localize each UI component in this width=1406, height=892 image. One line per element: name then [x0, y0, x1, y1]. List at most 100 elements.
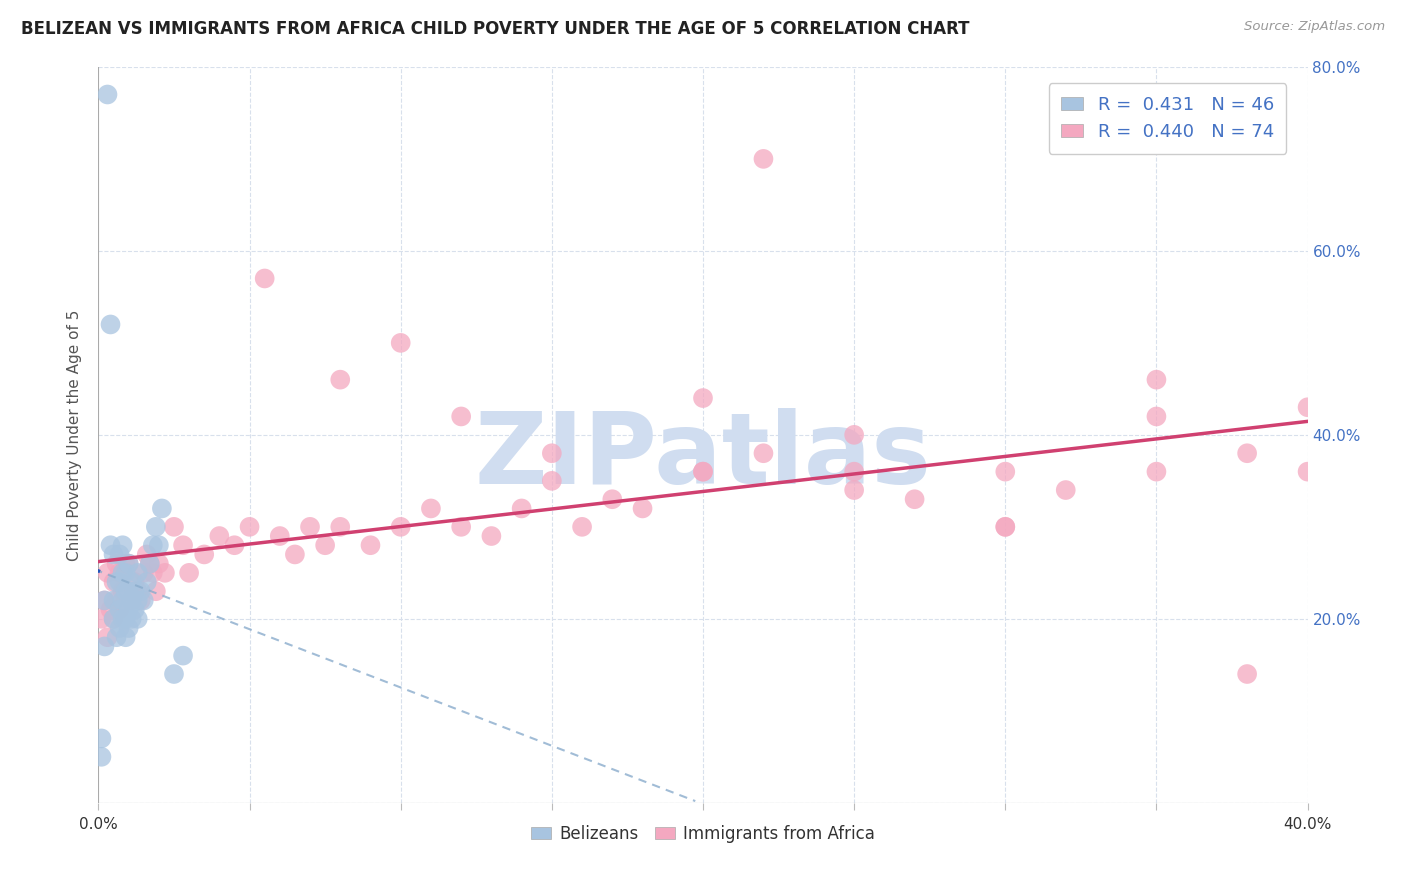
Point — [114, 612, 136, 626]
Point — [145, 520, 167, 534]
Point — [329, 373, 352, 387]
Point — [145, 584, 167, 599]
Point — [148, 538, 170, 552]
Point — [118, 621, 141, 635]
Point — [163, 520, 186, 534]
Point — [114, 630, 136, 644]
Point — [389, 335, 412, 350]
Point — [269, 529, 291, 543]
Point — [103, 612, 125, 626]
Point — [844, 483, 866, 497]
Point — [135, 548, 157, 562]
Point — [510, 501, 533, 516]
Text: BELIZEAN VS IMMIGRANTS FROM AFRICA CHILD POVERTY UNDER THE AGE OF 5 CORRELATION : BELIZEAN VS IMMIGRANTS FROM AFRICA CHILD… — [21, 20, 970, 37]
Point — [692, 465, 714, 479]
Point — [114, 593, 136, 607]
Point — [93, 593, 115, 607]
Point — [904, 492, 927, 507]
Point — [118, 602, 141, 616]
Point — [90, 731, 112, 746]
Point — [93, 593, 115, 607]
Point — [108, 566, 131, 580]
Point — [90, 749, 112, 764]
Point — [121, 593, 143, 607]
Point — [105, 630, 128, 644]
Point — [360, 538, 382, 552]
Point — [239, 520, 262, 534]
Point — [481, 529, 503, 543]
Point — [571, 520, 593, 534]
Point — [111, 593, 134, 607]
Point — [602, 492, 624, 507]
Point — [450, 520, 472, 534]
Point — [284, 548, 307, 562]
Point — [193, 548, 215, 562]
Legend: Belizeans, Immigrants from Africa: Belizeans, Immigrants from Africa — [524, 818, 882, 850]
Point — [1296, 401, 1319, 415]
Point — [124, 584, 146, 599]
Point — [253, 271, 276, 285]
Point — [100, 318, 122, 332]
Point — [299, 520, 322, 534]
Text: Source: ZipAtlas.com: Source: ZipAtlas.com — [1244, 20, 1385, 33]
Point — [132, 566, 155, 580]
Point — [1236, 446, 1258, 460]
Point — [103, 593, 125, 607]
Point — [108, 602, 131, 616]
Point — [111, 566, 134, 580]
Point — [314, 538, 336, 552]
Y-axis label: Child Poverty Under the Age of 5: Child Poverty Under the Age of 5 — [67, 310, 83, 560]
Point — [1296, 465, 1319, 479]
Point — [111, 538, 134, 552]
Point — [118, 557, 141, 571]
Point — [129, 593, 152, 607]
Point — [172, 538, 194, 552]
Point — [103, 548, 125, 562]
Point — [844, 427, 866, 442]
Point — [127, 584, 149, 599]
Point — [153, 566, 176, 580]
Point — [692, 391, 714, 405]
Point — [127, 612, 149, 626]
Point — [105, 557, 128, 571]
Point — [121, 575, 143, 590]
Point — [96, 87, 118, 102]
Point — [103, 612, 125, 626]
Point — [1054, 483, 1077, 497]
Point — [994, 465, 1017, 479]
Point — [172, 648, 194, 663]
Point — [90, 612, 112, 626]
Point — [118, 584, 141, 599]
Point — [752, 446, 775, 460]
Point — [148, 557, 170, 571]
Point — [124, 602, 146, 616]
Point — [1144, 465, 1167, 479]
Point — [108, 602, 131, 616]
Point — [124, 575, 146, 590]
Point — [142, 538, 165, 552]
Point — [163, 667, 186, 681]
Point — [114, 584, 136, 599]
Point — [114, 557, 136, 571]
Point — [96, 566, 118, 580]
Point — [631, 501, 654, 516]
Point — [389, 520, 412, 534]
Point — [108, 575, 131, 590]
Point — [108, 621, 131, 635]
Point — [1236, 667, 1258, 681]
Point — [139, 557, 162, 571]
Point — [540, 474, 562, 488]
Point — [103, 575, 125, 590]
Point — [540, 446, 562, 460]
Point — [100, 538, 122, 552]
Point — [121, 612, 143, 626]
Point — [127, 593, 149, 607]
Point — [208, 529, 231, 543]
Point — [105, 575, 128, 590]
Point — [108, 548, 131, 562]
Point — [118, 557, 141, 571]
Point — [135, 575, 157, 590]
Point — [139, 557, 162, 571]
Point — [142, 566, 165, 580]
Point — [132, 593, 155, 607]
